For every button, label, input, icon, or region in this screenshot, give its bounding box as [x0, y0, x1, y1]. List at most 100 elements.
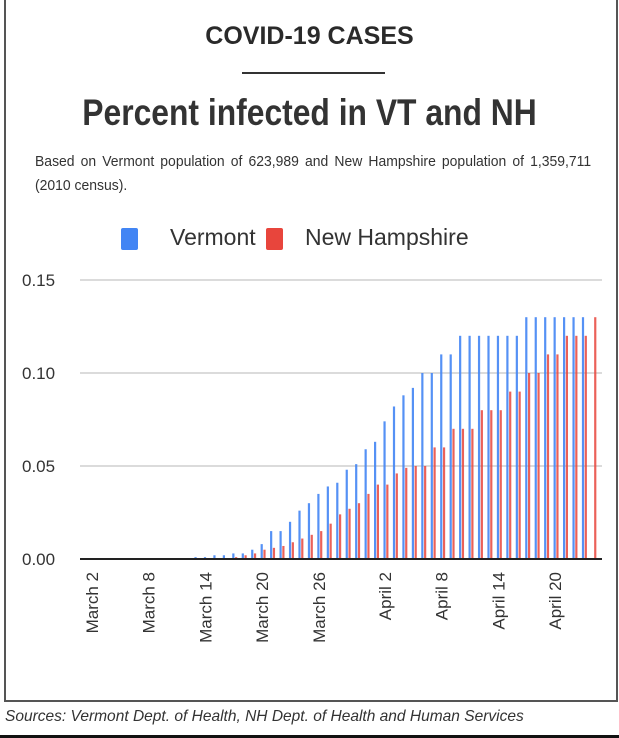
bar-new-hampshire	[339, 514, 342, 559]
bar-new-hampshire	[509, 391, 512, 559]
bar-vermont	[468, 335, 471, 559]
bar-vermont	[525, 317, 528, 559]
x-tick-label: March 2	[83, 572, 102, 633]
bar-new-hampshire	[282, 545, 285, 559]
bar-new-hampshire	[405, 467, 408, 559]
bar-vermont	[534, 317, 537, 559]
bar-new-hampshire	[442, 447, 446, 559]
y-tick-label: 0.15	[22, 271, 55, 290]
bar-new-hampshire	[310, 534, 313, 559]
divider	[242, 72, 385, 74]
bar-new-hampshire	[594, 317, 597, 559]
bar-vermont	[553, 317, 556, 559]
bar-vermont	[430, 373, 433, 559]
bar-new-hampshire	[546, 354, 550, 559]
chart-subtitle: Based on Vermont population of 623,989 a…	[35, 153, 592, 194]
bar-vermont	[581, 317, 585, 559]
legend-label-vermont: Vermont	[170, 224, 256, 250]
bar-new-hampshire	[414, 466, 417, 559]
bar-vermont	[440, 354, 443, 559]
chart-frame	[4, 0, 618, 702]
legend-label-new-hampshire: New Hampshire	[305, 224, 469, 250]
bar-vermont	[364, 449, 367, 559]
bar-vermont	[260, 544, 263, 559]
x-tick-label: April 20	[546, 572, 565, 630]
bar-vermont	[232, 553, 235, 559]
bar-new-hampshire	[272, 547, 276, 559]
bar-vermont	[213, 555, 216, 559]
bar-new-hampshire	[584, 335, 587, 559]
bar-new-hampshire	[490, 410, 493, 559]
x-tick-label: April 2	[376, 572, 395, 620]
bar-new-hampshire	[556, 354, 559, 559]
bar-chart: 0.00 0.05 0.10 0.15 March 2 March 8 March 14 Ma…	[22, 271, 602, 643]
bar-vermont	[506, 335, 509, 559]
bar-new-hampshire	[367, 493, 370, 559]
bar-new-hampshire	[263, 549, 266, 559]
bar-vermont	[374, 441, 377, 559]
bar-new-hampshire	[253, 553, 257, 559]
bar-new-hampshire	[386, 484, 389, 559]
bar-vermont	[345, 469, 348, 559]
bar-new-hampshire	[537, 373, 540, 559]
bar-vermont	[459, 335, 462, 559]
bar-new-hampshire	[320, 531, 323, 559]
bar-vermont	[270, 531, 273, 559]
bar-vermont	[317, 493, 320, 559]
bar-vermont	[392, 406, 396, 559]
bar-new-hampshire	[376, 484, 379, 559]
bar-vermont	[515, 335, 518, 559]
x-tick-label: April 14	[489, 572, 508, 630]
bar-vermont	[421, 373, 424, 559]
bar-new-hampshire	[518, 391, 521, 559]
y-tick-label: 0.00	[22, 550, 55, 569]
bar-new-hampshire	[499, 410, 502, 559]
legend-swatch-new-hampshire	[266, 228, 283, 250]
bar-new-hampshire	[301, 538, 304, 559]
bar-vermont	[251, 549, 254, 559]
bar-vermont	[572, 317, 575, 559]
bar-new-hampshire	[452, 428, 455, 559]
bar-vermont	[487, 335, 490, 559]
bar-vermont	[241, 553, 244, 559]
bar-vermont	[307, 503, 311, 559]
legend: Vermont New Hampshire	[0, 224, 619, 254]
bar-vermont	[411, 387, 414, 559]
bar-vermont	[355, 464, 358, 559]
bar-vermont	[496, 335, 500, 559]
bar-new-hampshire	[471, 428, 474, 559]
bar-new-hampshire	[329, 523, 332, 559]
source-note: Sources: Vermont Dept. of Health, NH Dep…	[5, 708, 524, 725]
bar-vermont	[336, 482, 339, 559]
bar-vermont	[383, 421, 386, 559]
legend-swatch-vermont	[121, 228, 138, 250]
bar-vermont	[544, 317, 547, 559]
bar-vermont	[279, 531, 282, 559]
bar-vermont	[222, 555, 225, 559]
x-tick-label: April 8	[433, 572, 452, 620]
bar-new-hampshire	[291, 542, 294, 559]
bar-new-hampshire	[433, 447, 436, 559]
y-tick-label: 0.10	[22, 364, 55, 383]
bar-new-hampshire	[395, 473, 398, 559]
bar-new-hampshire	[565, 335, 568, 559]
y-tick-label: 0.05	[22, 457, 55, 476]
bar-new-hampshire	[528, 373, 531, 559]
bar-vermont	[326, 486, 329, 559]
bar-vermont	[477, 335, 481, 559]
bar-new-hampshire	[424, 466, 427, 559]
kicker-title: COVID-19 CASES	[205, 22, 414, 50]
bar-vermont	[288, 521, 292, 559]
x-tick-label: March 8	[140, 572, 159, 633]
bar-new-hampshire	[244, 555, 247, 559]
bar-new-hampshire	[575, 335, 578, 559]
bar-new-hampshire	[357, 503, 361, 559]
bar-vermont	[402, 395, 405, 559]
bar-vermont	[298, 510, 301, 559]
chart-title: Percent infected in VT and NH	[82, 92, 537, 133]
x-tick-label: March 26	[310, 572, 329, 643]
bar-vermont	[449, 354, 452, 559]
bar-new-hampshire	[480, 410, 483, 559]
bottom-rule	[0, 735, 619, 738]
